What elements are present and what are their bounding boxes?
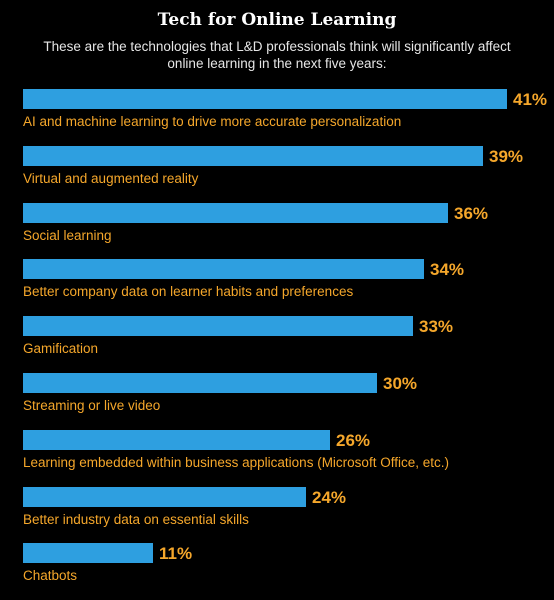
- bar-value-label: 33%: [419, 317, 454, 337]
- bar: [23, 486, 306, 507]
- bar-value-label: 24%: [312, 487, 347, 507]
- chart-subtitle: These are the technologies that L&D prof…: [43, 39, 511, 71]
- category-label: Better company data on learner habits an…: [23, 284, 354, 300]
- bar-value-label: 39%: [489, 146, 524, 166]
- bar: [23, 145, 483, 166]
- bar: [23, 373, 377, 393]
- bar: [23, 429, 330, 450]
- bar: [23, 89, 507, 109]
- category-label: Social learning: [23, 227, 112, 243]
- bar-value-label: 41%: [513, 90, 548, 109]
- bar: [23, 259, 424, 280]
- bar-value-label: 30%: [383, 374, 418, 393]
- category-label: Learning embedded within business applic…: [23, 454, 449, 470]
- bar-value-label: 26%: [336, 430, 371, 450]
- category-label: Virtual and augmented reality: [23, 170, 199, 186]
- bar: [23, 202, 448, 223]
- category-label: Chatbots: [23, 568, 78, 584]
- chart-title: Tech for Online Learning: [157, 10, 397, 30]
- category-label: AI and machine learning to drive more ac…: [23, 114, 402, 129]
- bar-value-label: 11%: [159, 544, 193, 564]
- bar-value-label: 34%: [430, 260, 465, 280]
- category-label: Gamification: [23, 341, 99, 357]
- category-label: Streaming or live video: [23, 398, 161, 413]
- bar-value-label: 36%: [454, 203, 489, 223]
- bar: [23, 316, 413, 337]
- bar: [23, 543, 153, 564]
- category-label: Better industry data on essential skills: [23, 511, 249, 527]
